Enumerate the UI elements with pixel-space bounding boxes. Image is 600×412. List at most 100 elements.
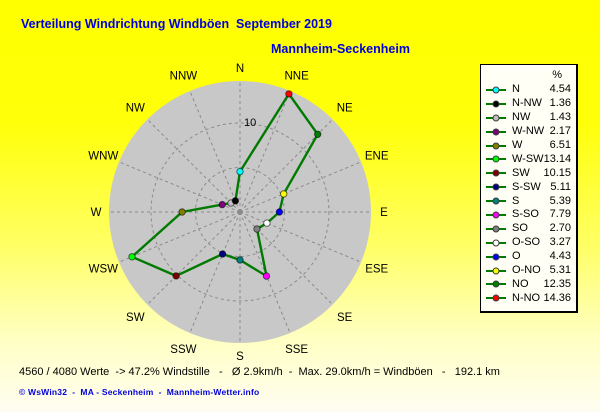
legend-marker-dot-icon — [492, 225, 500, 233]
legend-item-O-NO: O-NO 5.31 — [481, 264, 576, 278]
legend-marker-dot-icon — [492, 197, 500, 205]
legend-item-W-NW: W-NW 2.17 — [481, 125, 576, 139]
status-bar: 4560 / 4080 Werte -> 47.2% Windstille - … — [19, 366, 500, 378]
radar-spoke — [189, 211, 241, 334]
legend-label: S-SW — [512, 180, 541, 193]
legend-marker-dot-icon — [492, 294, 500, 302]
legend-marker-dot-icon — [492, 169, 500, 177]
legend-value: 3.27 — [549, 236, 571, 249]
legend-marker-icon — [486, 280, 506, 288]
legend-value: 5.31 — [549, 264, 571, 277]
direction-label-NW: NW — [126, 102, 145, 114]
legend-item-W: W 6.51 — [481, 139, 576, 153]
direction-label-SSW: SSW — [170, 344, 196, 356]
legend-value: 10.15 — [543, 166, 571, 179]
data-point-W — [178, 208, 186, 216]
legend-label: S-SO — [512, 208, 539, 221]
direction-label-S: S — [236, 351, 244, 363]
radar-spoke — [239, 90, 291, 213]
legend-value: 4.43 — [549, 250, 571, 263]
legend-value: 13.14 — [543, 152, 572, 165]
data-point-N-NW — [231, 197, 240, 205]
data-point-S-SO — [262, 272, 271, 280]
legend-item-SW: SW 10.15 — [481, 166, 576, 180]
legend-value: 12.35 — [543, 277, 571, 290]
data-point-SW — [172, 272, 180, 280]
legend-label: W-SW — [512, 152, 544, 165]
data-point-O-SO — [263, 219, 271, 227]
direction-label-WSW: WSW — [89, 264, 119, 276]
legend-label: O — [512, 250, 521, 263]
radar-spoke — [239, 211, 362, 263]
legend-marker-icon — [486, 86, 506, 94]
legend-label: SW — [512, 166, 530, 179]
legend-value: 7.79 — [549, 208, 571, 221]
legend-item-S: S 5.39 — [481, 194, 576, 208]
data-point-O — [275, 208, 284, 216]
legend-marker-icon — [486, 239, 506, 247]
radar-grid-ring-10 — [150, 122, 330, 302]
legend-label: N-NO — [512, 291, 541, 304]
radar-spoke — [189, 90, 241, 213]
legend-marker-icon — [486, 253, 506, 261]
legend-value: 1.36 — [549, 97, 571, 110]
radar-spoke — [118, 161, 241, 213]
legend-value: 2.17 — [549, 125, 571, 138]
data-point-N-NO — [285, 90, 293, 98]
legend-label: NW — [512, 111, 531, 124]
legend-marker-dot-icon — [492, 128, 500, 136]
legend-label: S — [512, 194, 520, 207]
direction-label-E: E — [380, 207, 388, 219]
legend-item-S-SO: S-SO 7.79 — [481, 208, 576, 222]
data-point-W-SW — [128, 253, 136, 261]
data-point-NO — [314, 130, 322, 139]
radar-grid-ring-5 — [195, 167, 285, 257]
direction-label-SW: SW — [126, 312, 145, 324]
legend-value: 2.70 — [549, 222, 571, 235]
legend-marker-dot-icon — [492, 86, 500, 94]
legend-rows: N 4.54 N-NW 1.36 NW 1.43 W-NW 2.17 W 6.51 W-SW 13.1… — [481, 83, 576, 305]
direction-label-SE: SE — [337, 312, 353, 324]
legend-marker-icon — [486, 100, 506, 108]
legend-percent-header: % — [552, 69, 562, 81]
radar-spoke — [147, 119, 241, 213]
legend-marker-icon — [486, 267, 506, 275]
legend-value: 5.39 — [549, 194, 571, 207]
legend-marker-icon — [486, 183, 506, 191]
legend-marker-icon — [486, 211, 506, 219]
chart-subtitle: Mannheim-Seckenheim — [271, 42, 410, 56]
chart-title: Verteilung Windrichtung Windböen Septemb… — [21, 17, 332, 31]
legend-item-NW: NW 1.43 — [481, 111, 576, 125]
legend-marker-dot-icon — [492, 239, 500, 247]
legend-value: 4.54 — [549, 83, 571, 96]
legend-value: 6.51 — [549, 139, 571, 151]
data-point-S-SW — [218, 250, 227, 258]
legend-marker-dot-icon — [492, 155, 500, 163]
legend-item-O: O 4.43 — [481, 250, 576, 264]
legend-value: 5.11 — [550, 180, 571, 193]
legend-label: W-NW — [512, 125, 545, 138]
legend-marker-icon — [486, 114, 506, 122]
legend-item-S-SW: S-SW 5.11 — [481, 180, 576, 194]
legend-item-N: N 4.54 — [481, 83, 576, 97]
legend-value: 1.43 — [549, 111, 571, 124]
data-point-O-NO — [280, 190, 288, 198]
legend-marker-dot-icon — [492, 280, 500, 288]
legend-marker-dot-icon — [492, 142, 500, 149]
data-point-W-NW — [218, 200, 226, 209]
legend-marker-icon — [486, 169, 506, 177]
legend-marker-icon — [486, 197, 506, 205]
direction-label-W: W — [91, 207, 102, 219]
copyright-line: © WsWin32 - MA - Seckenheim - Mannheim-W… — [19, 387, 260, 397]
radar-spoke — [239, 211, 333, 305]
legend-item-O-SO: O-SO 3.27 — [481, 236, 576, 250]
legend-item-N-NO: N-NO 14.36 — [481, 291, 576, 305]
direction-label-WNW: WNW — [88, 151, 118, 163]
legend-item-W-SW: W-SW 13.14 — [481, 152, 576, 166]
radar-spoke — [118, 211, 241, 263]
data-point-N — [236, 167, 244, 176]
legend-label: O-SO — [512, 236, 541, 249]
legend-marker-icon — [486, 128, 506, 136]
